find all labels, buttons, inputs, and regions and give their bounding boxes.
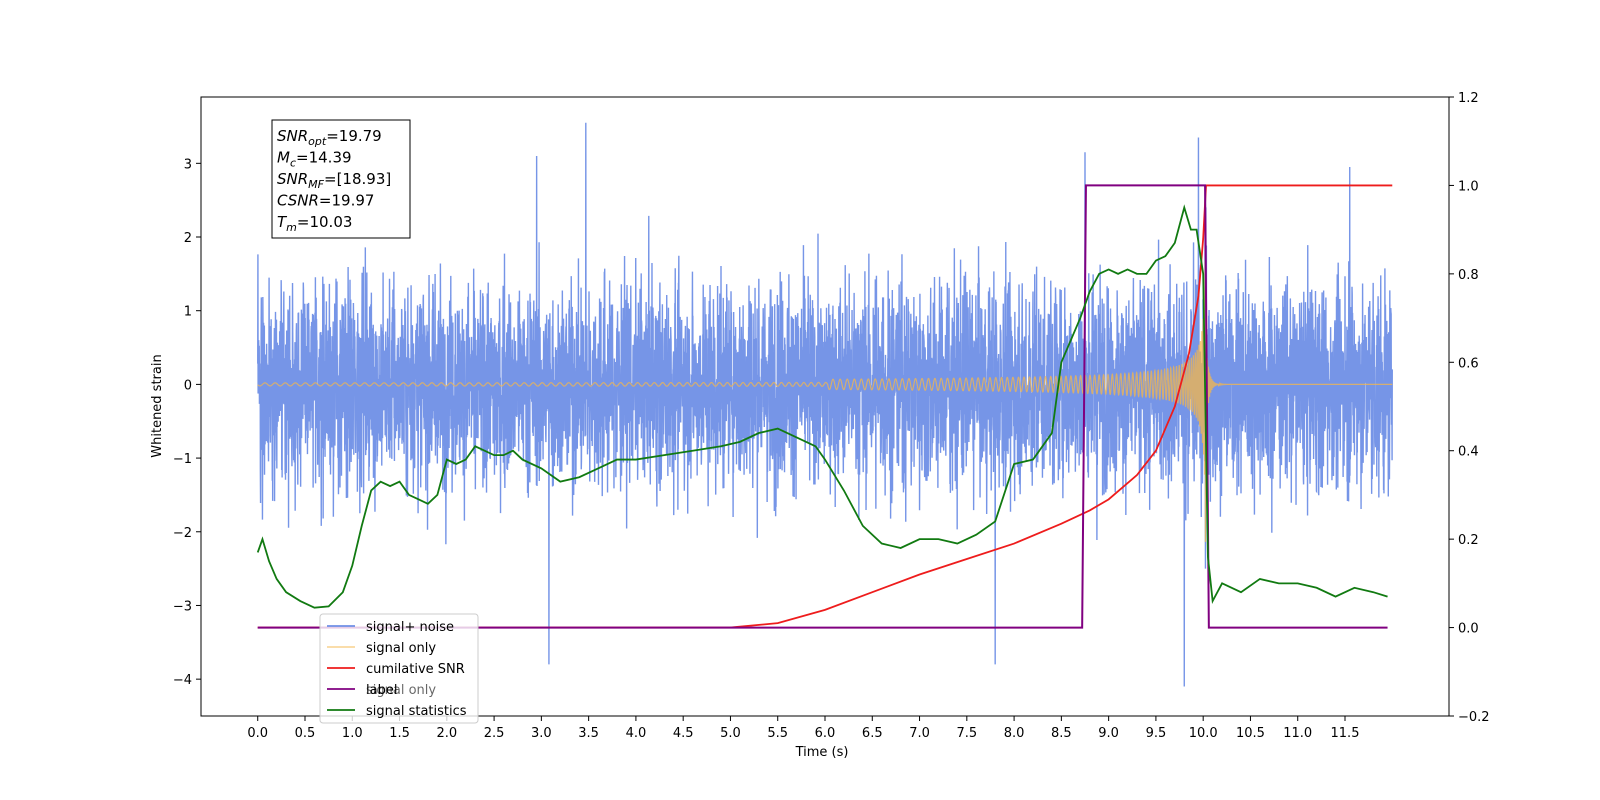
legend-entry: cumilative SNR: [366, 662, 465, 677]
y2-tick-label: 1.0: [1458, 179, 1479, 194]
axes: 0.0 0.5 1.0 1.5 2.0 2.5 3.0 3.5 4.0 4.5 5.0 5.5 6.0 6…: [173, 91, 1490, 741]
x-tick-label: 5.0: [720, 726, 741, 741]
x-tick-label: 8.0: [1004, 726, 1025, 741]
y-tick-label: 3: [184, 157, 192, 172]
x-tick-label: 11.5: [1331, 726, 1360, 741]
x-tick-label: 3.5: [578, 726, 599, 741]
x-tick-label: 9.0: [1098, 726, 1119, 741]
x-tick-label: 6.5: [862, 726, 883, 741]
x-tick-label: 7.5: [956, 726, 977, 741]
annotation-line: SNRMF=[18.93]: [277, 170, 391, 191]
y2-tick-label: 0.2: [1458, 533, 1479, 548]
x-tick-label: 4.0: [626, 726, 647, 741]
x-tick-label: 4.5: [673, 726, 694, 741]
legend-entry: signal only: [366, 641, 436, 656]
legend-entry: signal statistics: [366, 704, 467, 719]
y2-tick-label: 0.8: [1458, 268, 1479, 283]
x-tick-label: 3.0: [531, 726, 552, 741]
annotation-frame: [271, 119, 411, 239]
annotation-line: Tm=10.03: [277, 213, 352, 234]
y2-tick-label: 1.2: [1458, 91, 1479, 106]
y-tick-label: 2: [184, 231, 192, 246]
y-tick-label: 0: [184, 378, 192, 393]
x-tick-label: 2.5: [484, 726, 505, 741]
x-tick-label: 0.5: [295, 726, 316, 741]
x-tick-label: 0.0: [247, 726, 268, 741]
y-tick-label: −2: [173, 526, 192, 541]
x-axis-label: Time (s): [795, 745, 849, 760]
x-tick-label: 8.5: [1051, 726, 1072, 741]
legend-frame: [319, 613, 479, 724]
x-tick-label: 2.0: [436, 726, 457, 741]
series-signal-statistics-line: [256, 204, 1388, 609]
y2-tick-label: 0.4: [1458, 445, 1479, 460]
legend: signal only signal+ noise signal only cumil…: [319, 613, 479, 724]
annotation-box: SNRopt=19.79Mc=14.39SNRMF=[18.93]CSNR=19…: [271, 119, 411, 239]
legend-entry: label: [366, 683, 397, 698]
x-tick-label: 10.0: [1189, 726, 1218, 741]
annotation-line: SNRopt=19.79: [277, 127, 382, 148]
y2-tick-label: 0.6: [1458, 356, 1479, 371]
annotation-line: CSNR=19.97: [277, 192, 374, 210]
legend-entry: signal+ noise: [366, 620, 454, 635]
x-tick-label: 5.5: [767, 726, 788, 741]
series-signal-only-line: [257, 230, 1393, 542]
y-axis-label: Whitened strain: [150, 354, 165, 457]
x-tick-label: 10.5: [1236, 726, 1265, 741]
x-tick-label: 1.5: [389, 726, 410, 741]
y-tick-label: −1: [173, 452, 192, 467]
y-tick-label: 1: [184, 305, 192, 320]
y2-tick-label: 0.0: [1458, 622, 1479, 637]
x-tick-label: 9.5: [1146, 726, 1167, 741]
x-tick-label: 6.0: [815, 726, 836, 741]
y2-tick-label: −0.2: [1458, 710, 1490, 725]
y-tick-label: −3: [173, 599, 192, 614]
x-tick-label: 11.0: [1283, 726, 1312, 741]
y-tick-label: −4: [173, 673, 192, 688]
annotation-line: Mc=14.39: [277, 149, 352, 170]
x-tick-label: 1.0: [342, 726, 363, 741]
legend-ghost-text: signal only: [366, 683, 436, 698]
plot-area: [256, 122, 1393, 687]
series-cumulative-snr-line: [257, 184, 1393, 629]
x-tick-label: 7.0: [909, 726, 930, 741]
series-label-line: [257, 184, 1388, 629]
